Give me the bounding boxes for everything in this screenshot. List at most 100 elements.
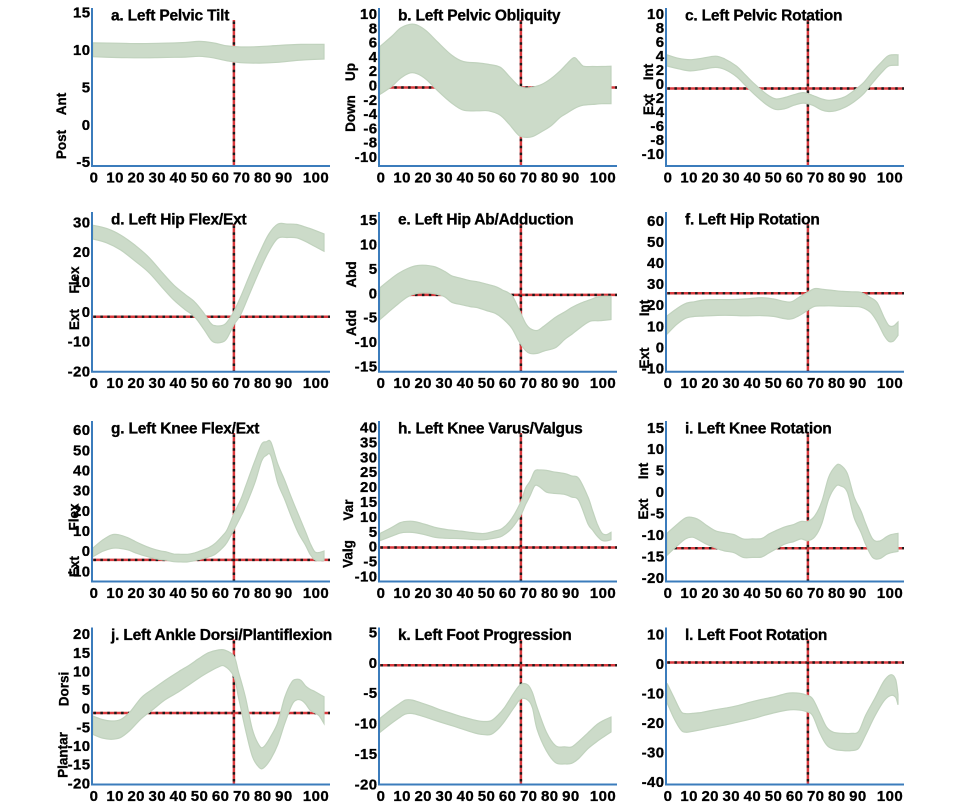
svg-text:70: 70 <box>807 788 825 805</box>
svg-text:30: 30 <box>436 585 454 602</box>
svg-text:60: 60 <box>73 422 91 439</box>
svg-text:90: 90 <box>275 170 293 187</box>
svg-text:5: 5 <box>369 261 378 278</box>
svg-text:20: 20 <box>701 170 719 187</box>
svg-text:0: 0 <box>82 543 91 560</box>
svg-text:100: 100 <box>877 788 903 805</box>
svg-text:60: 60 <box>212 585 230 602</box>
svg-text:10: 10 <box>73 523 91 540</box>
svg-text:30: 30 <box>436 170 454 187</box>
svg-text:j. Left Ankle Dorsi/Plantiflex: j. Left Ankle Dorsi/Plantiflexion <box>110 627 332 644</box>
svg-text:80: 80 <box>541 170 559 187</box>
svg-text:10: 10 <box>393 788 411 805</box>
svg-text:-10: -10 <box>68 334 91 351</box>
svg-text:g. Left Knee Flex/Ext: g. Left Knee Flex/Ext <box>111 421 259 438</box>
svg-text:15: 15 <box>73 5 91 22</box>
svg-text:100: 100 <box>590 375 616 392</box>
svg-text:20: 20 <box>414 788 432 805</box>
svg-text:6: 6 <box>369 35 378 52</box>
svg-text:-15: -15 <box>355 359 378 376</box>
svg-text:20: 20 <box>127 585 145 602</box>
svg-text:-5: -5 <box>363 554 377 571</box>
svg-text:50: 50 <box>478 788 496 805</box>
svg-text:80: 80 <box>828 585 846 602</box>
svg-text:30: 30 <box>149 170 167 187</box>
svg-text:10: 10 <box>73 274 91 291</box>
svg-text:-20: -20 <box>68 775 91 792</box>
svg-text:10: 10 <box>680 585 698 602</box>
svg-text:10: 10 <box>680 375 698 392</box>
svg-text:20: 20 <box>647 297 665 314</box>
svg-text:-20: -20 <box>642 570 665 587</box>
svg-text:30: 30 <box>647 276 665 293</box>
svg-text:10: 10 <box>647 441 665 458</box>
svg-text:10: 10 <box>647 6 665 23</box>
svg-text:40: 40 <box>170 170 188 187</box>
svg-text:-2: -2 <box>363 92 377 109</box>
svg-text:b. Left Pelvic Obliquity: b. Left Pelvic Obliquity <box>398 8 561 25</box>
svg-text:80: 80 <box>254 585 272 602</box>
svg-text:50: 50 <box>765 170 783 187</box>
svg-text:30: 30 <box>360 449 378 466</box>
svg-text:c. Left Pelvic Rotation: c. Left Pelvic Rotation <box>685 8 842 25</box>
svg-text:70: 70 <box>520 375 538 392</box>
svg-text:-8: -8 <box>363 135 377 152</box>
svg-text:80: 80 <box>828 170 846 187</box>
svg-text:Flex: Flex <box>67 266 82 294</box>
svg-text:90: 90 <box>849 375 867 392</box>
svg-text:100: 100 <box>590 585 616 602</box>
svg-text:90: 90 <box>275 788 293 805</box>
svg-text:30: 30 <box>149 585 167 602</box>
svg-text:10: 10 <box>647 318 665 335</box>
svg-text:15: 15 <box>647 420 665 437</box>
svg-text:30: 30 <box>436 788 454 805</box>
svg-text:5: 5 <box>369 524 378 541</box>
svg-text:2: 2 <box>369 63 378 80</box>
svg-text:-15: -15 <box>355 746 378 763</box>
svg-text:80: 80 <box>541 375 559 392</box>
svg-text:20: 20 <box>414 170 432 187</box>
svg-text:50: 50 <box>191 788 209 805</box>
svg-text:-10: -10 <box>68 563 91 580</box>
svg-text:-4: -4 <box>650 104 664 121</box>
svg-text:80: 80 <box>541 788 559 805</box>
svg-text:80: 80 <box>828 375 846 392</box>
svg-text:d. Left Hip Flex/Ext: d. Left Hip Flex/Ext <box>111 212 247 229</box>
svg-text:-10: -10 <box>68 738 91 755</box>
svg-text:a. Left Pelvic Tilt: a. Left Pelvic Tilt <box>111 8 229 25</box>
svg-text:0: 0 <box>82 304 91 321</box>
svg-text:40: 40 <box>744 788 762 805</box>
svg-text:e. Left Hip Ab/Adduction: e. Left Hip Ab/Adduction <box>398 212 573 229</box>
svg-text:10: 10 <box>106 585 124 602</box>
svg-text:70: 70 <box>233 585 251 602</box>
svg-text:70: 70 <box>807 585 825 602</box>
svg-text:10: 10 <box>360 237 378 254</box>
svg-text:20: 20 <box>127 375 145 392</box>
svg-text:50: 50 <box>478 585 496 602</box>
svg-text:Ext: Ext <box>67 308 82 330</box>
svg-text:l. Left Foot Rotation: l. Left Foot Rotation <box>685 627 827 644</box>
svg-text:5: 5 <box>82 682 91 699</box>
svg-text:Ant: Ant <box>54 92 69 115</box>
svg-text:60: 60 <box>212 170 230 187</box>
svg-text:Int: Int <box>636 462 651 479</box>
svg-text:-10: -10 <box>642 685 665 702</box>
svg-text:25: 25 <box>360 464 378 481</box>
svg-text:30: 30 <box>73 483 91 500</box>
svg-text:30: 30 <box>149 375 167 392</box>
svg-text:20: 20 <box>701 585 719 602</box>
svg-text:Ext: Ext <box>637 347 652 369</box>
svg-text:i. Left Knee Rotation: i. Left Knee Rotation <box>685 421 832 438</box>
svg-text:100: 100 <box>303 170 329 187</box>
svg-text:40: 40 <box>744 170 762 187</box>
svg-text:70: 70 <box>233 375 251 392</box>
svg-text:50: 50 <box>191 170 209 187</box>
svg-text:-5: -5 <box>363 310 377 327</box>
svg-text:0: 0 <box>377 788 386 805</box>
svg-text:20: 20 <box>73 244 91 261</box>
svg-text:80: 80 <box>254 788 272 805</box>
svg-text:0: 0 <box>369 78 378 95</box>
svg-text:30: 30 <box>73 214 91 231</box>
svg-text:Ext: Ext <box>67 556 82 578</box>
svg-text:4: 4 <box>656 48 665 65</box>
